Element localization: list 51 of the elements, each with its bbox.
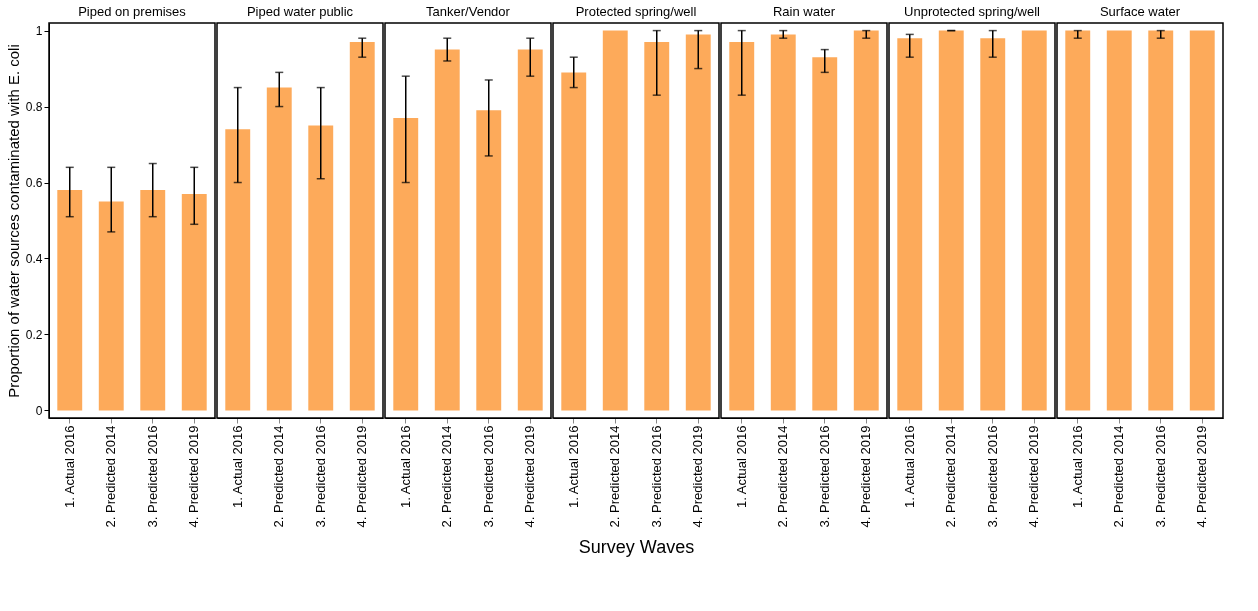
chart-title: Tanker/Vendor	[426, 4, 511, 19]
x-tick-label: 3. Predicted 2016	[312, 425, 328, 528]
x-tick-label: 3. Predicted 2016	[144, 425, 160, 528]
bar	[225, 129, 251, 411]
bar	[644, 41, 670, 411]
x-tick-label: 4. Predicted 2019	[690, 425, 706, 528]
y-tick-label: 0.2	[25, 327, 43, 342]
x-tick-label: 1. Actual 2016	[61, 425, 77, 508]
y-tick-label: 0.4	[25, 251, 43, 266]
y-tick-label: 0.8	[25, 100, 43, 115]
bar	[602, 30, 628, 411]
x-tick-label: 2. Predicted 2014	[775, 425, 791, 528]
bar	[561, 72, 587, 411]
x-tick-label: 3. Predicted 2016	[648, 425, 664, 528]
x-tick-label: 1. Actual 2016	[733, 425, 749, 508]
x-tick-label: 4. Predicted 2019	[522, 425, 538, 528]
bar	[266, 87, 292, 411]
chart-title: Unprotected spring/well	[904, 4, 1041, 19]
x-tick-label: 1. Actual 2016	[1069, 425, 1085, 508]
x-tick-label: 2. Predicted 2014	[271, 425, 287, 528]
x-tick-label: 3. Predicted 2016	[816, 425, 832, 528]
chart-title: Surface water	[1099, 4, 1181, 19]
x-tick-label: 3. Predicted 2016	[480, 425, 496, 528]
x-tick-label: 4. Predicted 2019	[858, 425, 874, 528]
x-tick-label: 2. Predicted 2014	[1111, 425, 1127, 528]
x-tick-label: 3. Predicted 2016	[1152, 425, 1168, 528]
x-tick-label: 1. Actual 2016	[229, 425, 245, 508]
y-axis-title: Proportion of water sources contaminated with E. coli	[4, 44, 22, 398]
bar	[349, 41, 375, 411]
x-tick-label: 1. Actual 2016	[565, 425, 581, 508]
x-tick-label: 4. Predicted 2019	[1194, 425, 1210, 528]
x-tick-label: 4. Predicted 2019	[186, 425, 202, 528]
chart-title: Piped on premises	[78, 4, 187, 19]
bar	[308, 125, 334, 411]
x-tick-label: 2. Predicted 2014	[943, 425, 959, 528]
y-tick-label: 0	[35, 403, 43, 418]
x-tick-label: 2. Predicted 2014	[607, 425, 623, 528]
x-axis-title: Survey Waves	[578, 537, 695, 558]
bar	[685, 34, 711, 411]
chart-title: Piped water public	[246, 4, 354, 19]
x-tick-label: 2. Predicted 2014	[439, 425, 455, 528]
y-tick-label: 1	[35, 24, 43, 39]
x-tick-label: 1. Actual 2016	[397, 425, 413, 508]
y-tick-label: 0.6	[25, 176, 43, 191]
x-tick-label: 1. Actual 2016	[901, 425, 917, 508]
x-tick-label: 3. Predicted 2016	[984, 425, 1000, 528]
x-tick-label: 2. Predicted 2014	[103, 425, 119, 528]
chart-title: Rain water	[772, 4, 836, 19]
x-tick-label: 4. Predicted 2019	[1026, 425, 1042, 528]
chart-title: Protected spring/well	[575, 4, 697, 19]
x-tick-label: 4. Predicted 2019	[354, 425, 370, 528]
